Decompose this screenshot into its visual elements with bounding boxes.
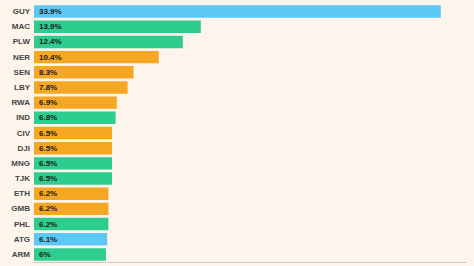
svg-text:SEN: SEN (14, 68, 31, 77)
svg-text:TJK: TJK (15, 174, 30, 183)
svg-text:8.3%: 8.3% (39, 68, 57, 77)
svg-text:6.1%: 6.1% (39, 235, 57, 244)
svg-text:CIV: CIV (17, 129, 31, 138)
svg-text:13.9%: 13.9% (39, 22, 62, 31)
svg-text:6.2%: 6.2% (39, 189, 57, 198)
svg-text:6.2%: 6.2% (39, 204, 57, 213)
svg-text:ATG: ATG (14, 235, 30, 244)
svg-text:6.5%: 6.5% (39, 144, 57, 153)
svg-text:RWA: RWA (11, 98, 30, 107)
svg-text:PLW: PLW (13, 37, 31, 46)
svg-text:GMB: GMB (11, 204, 30, 213)
svg-text:GUY: GUY (13, 7, 31, 16)
svg-text:12.4%: 12.4% (39, 37, 62, 46)
svg-text:10.4%: 10.4% (39, 53, 62, 62)
svg-text:6.5%: 6.5% (39, 174, 57, 183)
svg-text:DJI: DJI (18, 144, 30, 153)
svg-text:6.8%: 6.8% (39, 113, 57, 122)
svg-text:ETH: ETH (14, 189, 30, 198)
svg-text:IND: IND (16, 113, 30, 122)
svg-text:6.5%: 6.5% (39, 129, 57, 138)
svg-text:6.5%: 6.5% (39, 159, 57, 168)
svg-text:6%: 6% (39, 250, 51, 259)
svg-text:NER: NER (13, 53, 30, 62)
svg-text:6.2%: 6.2% (39, 220, 57, 229)
svg-text:MNG: MNG (11, 159, 30, 168)
svg-text:33.9%: 33.9% (39, 7, 62, 16)
svg-text:ARM: ARM (12, 250, 31, 259)
svg-text:7.8%: 7.8% (39, 83, 57, 92)
svg-text:PHL: PHL (14, 220, 30, 229)
svg-text:MAC: MAC (12, 22, 30, 31)
svg-text:LBY: LBY (14, 83, 31, 92)
svg-text:6.9%: 6.9% (39, 98, 57, 107)
